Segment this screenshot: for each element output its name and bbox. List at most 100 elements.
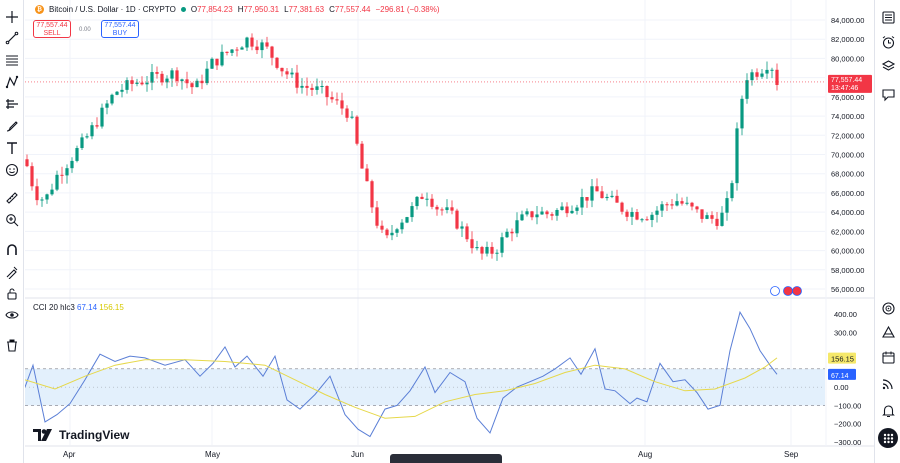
candle-body <box>375 207 379 226</box>
ohlc-close-key: C <box>329 5 335 14</box>
lock-drawing-icon[interactable] <box>2 262 22 282</box>
cci-ma-tag <box>828 352 856 364</box>
candle-body <box>460 226 464 229</box>
candle-body <box>640 219 644 221</box>
calendar-icon[interactable] <box>879 348 897 366</box>
triangle-icon[interactable] <box>879 323 897 341</box>
pattern-icon[interactable] <box>2 72 22 92</box>
ruler-icon[interactable] <box>2 188 22 208</box>
candle-body <box>735 128 739 184</box>
candle-body <box>115 91 119 95</box>
candle-body <box>95 125 99 127</box>
candle-body <box>405 217 409 223</box>
fib-icon[interactable] <box>2 50 22 70</box>
price-axis-label: 56,000.00 <box>831 285 864 294</box>
zoom-icon[interactable] <box>2 210 22 230</box>
candle-body <box>340 100 344 109</box>
candle-body <box>335 99 339 101</box>
price-axis-label: 76,000.00 <box>831 93 864 102</box>
cci-axis-label: 300.00 <box>834 328 857 337</box>
candle-body <box>565 206 569 214</box>
symbol-title[interactable]: Bitcoin / U.S. Dollar · 1D · CRYPTO <box>49 5 176 14</box>
cci-legend[interactable]: CCI 20 hlc3 67.14 156.15 <box>33 303 124 312</box>
candle-body <box>390 232 394 236</box>
bell-icon[interactable] <box>879 401 897 419</box>
event-flag-icon[interactable] <box>770 286 780 296</box>
eye-icon[interactable] <box>2 305 22 325</box>
candle-body <box>150 72 154 83</box>
target-icon[interactable] <box>879 299 897 317</box>
trend-line-icon[interactable] <box>2 28 22 48</box>
candle-body <box>430 198 434 207</box>
time-axis-label: Aug <box>638 450 652 459</box>
price-axis-label: 58,000.00 <box>831 266 864 275</box>
time-axis-label: Apr <box>63 450 76 459</box>
candle-body <box>180 79 184 82</box>
buy-button[interactable]: 77,557.44 BUY <box>101 20 139 38</box>
candle-body <box>45 194 49 200</box>
crosshair-icon[interactable] <box>2 7 22 27</box>
price-axis-label: 66,000.00 <box>831 189 864 198</box>
candle-body <box>595 186 599 192</box>
cci-value-tag <box>828 368 856 380</box>
candle-body <box>570 210 574 214</box>
event-flag-icon[interactable] <box>783 286 793 296</box>
candle-body <box>240 47 244 50</box>
trash-icon[interactable] <box>2 335 22 355</box>
candle-body <box>620 202 624 212</box>
watchlist-icon[interactable] <box>879 8 897 26</box>
ohlc-close: 77,557.44 <box>334 5 371 14</box>
price-axis-label: 82,000.00 <box>831 35 864 44</box>
price-axis-label: 84,000.00 <box>831 16 864 25</box>
buy-price: 77,557.44 <box>104 22 136 29</box>
ohlc-low: 77,381.63 <box>288 5 325 14</box>
chat-icon[interactable] <box>879 85 897 103</box>
candle-body <box>585 197 589 201</box>
candle-body <box>535 214 539 218</box>
candle-body <box>325 85 329 98</box>
candle-body <box>500 237 504 253</box>
bottom-popup-bar[interactable] <box>390 454 502 463</box>
candle-body <box>175 70 179 82</box>
sell-button[interactable]: 77,557.44 SELL <box>33 20 71 38</box>
cci-label: CCI 20 hlc3 <box>33 303 75 312</box>
candle-body <box>75 148 79 161</box>
cci-ma-line <box>25 357 778 419</box>
candle-body <box>120 89 124 92</box>
candle-body <box>440 209 444 211</box>
candle-body <box>545 211 549 215</box>
candle-body <box>700 209 704 219</box>
candle-body <box>705 215 709 219</box>
price-axis-label: 62,000.00 <box>831 227 864 236</box>
projection-icon[interactable] <box>2 94 22 114</box>
candle-body <box>65 168 69 176</box>
cci-axis-label: −300.00 <box>834 438 861 447</box>
candle-body <box>515 220 519 234</box>
ohlc-change: −296.81 (−0.38%) <box>375 5 440 14</box>
candle-body <box>750 72 754 81</box>
magnet-icon[interactable] <box>2 240 22 260</box>
candle-body <box>775 69 779 85</box>
alert-clock-icon[interactable] <box>879 33 897 51</box>
text-icon[interactable] <box>2 138 22 158</box>
cci-value-tag-value: 67.14 <box>831 373 849 380</box>
apps-grid-icon[interactable] <box>878 428 898 448</box>
candle-body <box>365 168 369 182</box>
price-chart[interactable]: 84,000.0082,000.0080,000.0078,000.0076,0… <box>25 0 874 463</box>
layers-icon[interactable] <box>879 57 897 75</box>
candle-body <box>715 218 719 226</box>
candle-body <box>590 186 594 201</box>
candle-body <box>210 58 214 69</box>
brush-icon[interactable] <box>2 116 22 136</box>
candle-body <box>155 72 159 74</box>
candle-body <box>415 196 419 207</box>
broadcast-icon[interactable] <box>879 374 897 392</box>
candle-body <box>765 69 769 74</box>
lock-icon[interactable] <box>2 284 22 304</box>
emoji-icon[interactable] <box>2 160 22 180</box>
candle-body <box>300 85 304 88</box>
event-flag-icon[interactable] <box>792 286 802 296</box>
candle-body <box>35 186 39 201</box>
chart-area[interactable]: 84,000.0082,000.0080,000.0078,000.0076,0… <box>25 0 874 463</box>
ohlc-low-key: L <box>284 5 289 14</box>
